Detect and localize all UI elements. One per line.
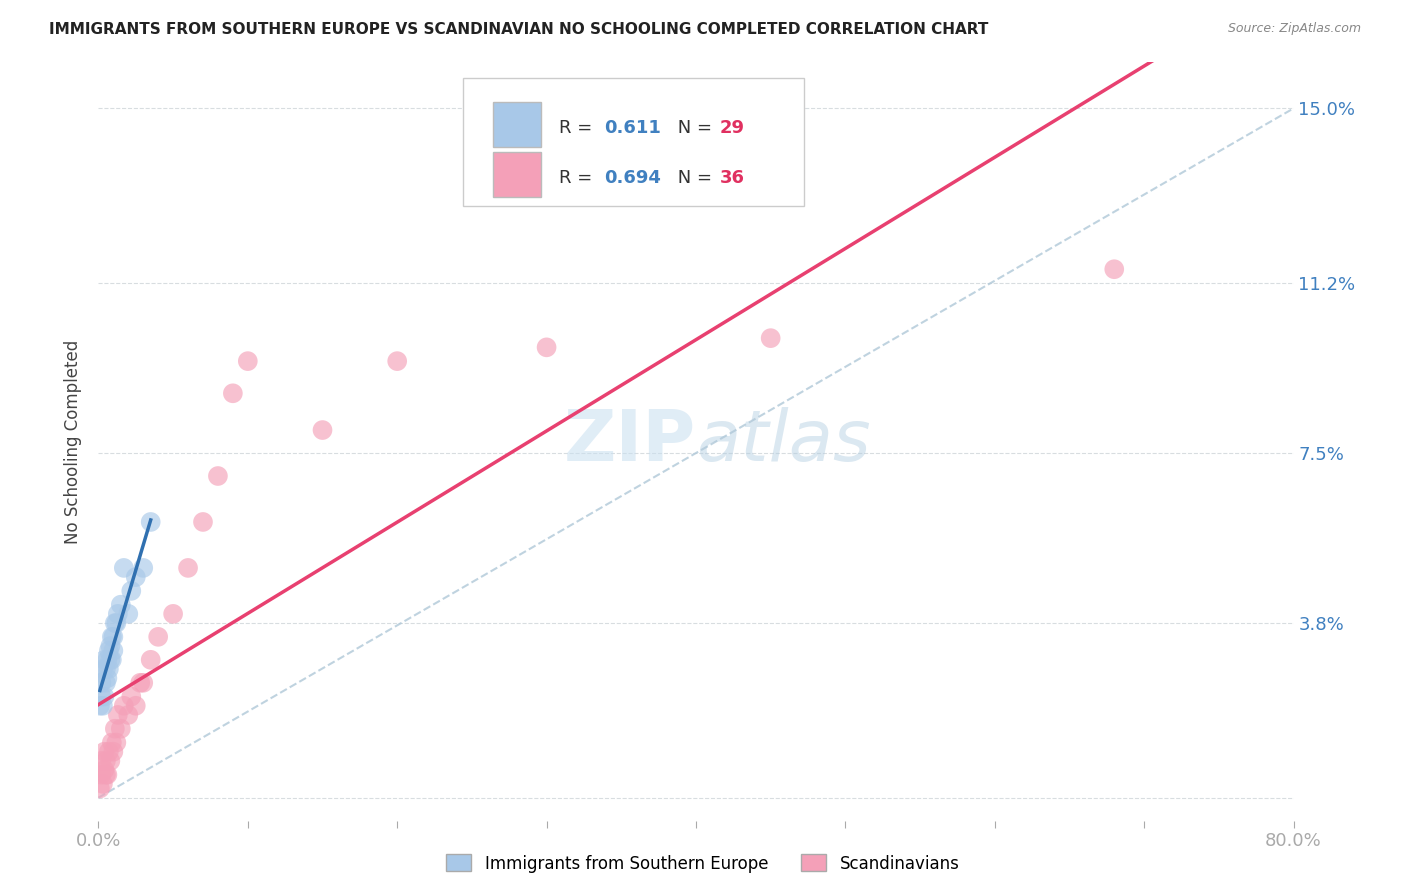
Text: 29: 29 (720, 120, 745, 137)
Point (139, 653, 162, 667)
Point (97, 745, 120, 759)
Point (125, 698, 148, 713)
Point (94, 675, 117, 690)
Point (94, 767, 117, 781)
Point (98, 754, 122, 768)
Text: 0.611: 0.611 (605, 120, 661, 137)
Point (90, 754, 112, 768)
Text: IMMIGRANTS FROM SOUTHERN EUROPE VS SCANDINAVIAN NO SCHOOLING COMPLETED CORRELATI: IMMIGRANTS FROM SOUTHERN EUROPE VS SCAND… (49, 22, 988, 37)
Point (97, 643, 120, 657)
FancyBboxPatch shape (494, 102, 541, 147)
Text: R =: R = (558, 169, 598, 187)
Point (90, 690, 112, 704)
Point (1104, 262, 1126, 277)
Point (177, 561, 200, 575)
Text: R =: R = (558, 120, 598, 137)
Point (104, 722, 127, 736)
Point (93, 763, 115, 777)
FancyBboxPatch shape (494, 152, 541, 197)
Point (96, 767, 118, 781)
Point (105, 615, 128, 630)
Point (107, 607, 129, 621)
Point (101, 653, 124, 667)
Point (120, 583, 142, 598)
Point (117, 708, 139, 723)
Point (94, 754, 117, 768)
Text: N =: N = (672, 120, 718, 137)
Point (101, 735, 124, 749)
Point (94, 662, 117, 676)
Point (93, 690, 115, 704)
Legend: Immigrants from Southern Europe, Scandinavians: Immigrants from Southern Europe, Scandin… (440, 847, 966, 880)
Point (162, 607, 184, 621)
Point (91, 662, 114, 676)
Point (90, 675, 112, 690)
Point (90, 767, 112, 781)
Point (132, 561, 155, 575)
Point (89, 781, 111, 796)
Point (101, 630, 124, 644)
Point (96, 653, 118, 667)
FancyBboxPatch shape (463, 78, 804, 207)
Point (125, 570, 148, 584)
Point (91, 777, 114, 791)
Point (112, 561, 135, 575)
Point (129, 675, 152, 690)
Y-axis label: No Schooling Completed: No Schooling Completed (65, 340, 83, 543)
Point (311, 423, 333, 437)
Point (96, 671, 118, 685)
Point (759, 331, 782, 345)
Point (103, 643, 125, 657)
Point (536, 340, 558, 354)
Point (105, 735, 128, 749)
Text: Source: ZipAtlas.com: Source: ZipAtlas.com (1227, 22, 1361, 36)
Point (91, 698, 114, 713)
Point (207, 469, 229, 483)
Point (97, 662, 120, 676)
Text: 0.694: 0.694 (605, 169, 661, 187)
Point (148, 630, 170, 644)
Point (132, 675, 155, 690)
Point (139, 515, 162, 529)
Point (107, 708, 129, 723)
Point (98, 653, 122, 667)
Text: 36: 36 (720, 169, 745, 187)
Point (104, 615, 127, 630)
Point (103, 630, 125, 644)
Point (222, 386, 245, 401)
Point (191, 515, 214, 529)
Point (385, 354, 409, 368)
Point (110, 722, 132, 736)
Point (98, 639, 122, 653)
Point (89, 698, 111, 713)
Text: N =: N = (672, 169, 718, 187)
Point (93, 653, 115, 667)
Point (93, 745, 115, 759)
Point (103, 745, 125, 759)
Point (236, 354, 259, 368)
Text: atlas: atlas (696, 407, 870, 476)
Point (120, 690, 142, 704)
Point (112, 698, 135, 713)
Point (110, 598, 132, 612)
Point (117, 607, 139, 621)
Text: ZIP: ZIP (564, 407, 696, 476)
